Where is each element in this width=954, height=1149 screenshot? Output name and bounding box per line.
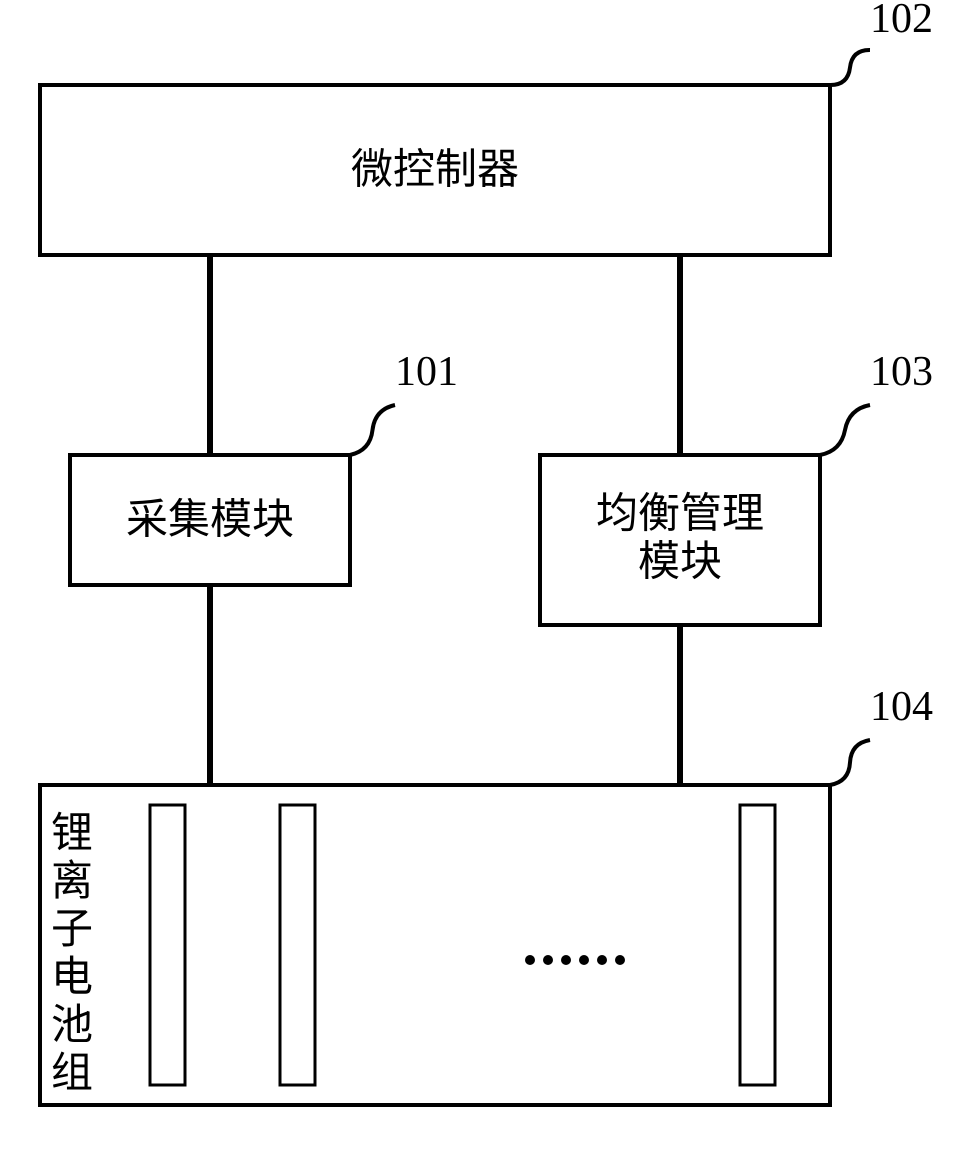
battery-cell <box>280 805 315 1085</box>
callout-101-leader <box>350 405 395 455</box>
ellipsis-dot <box>597 955 607 965</box>
callout-102-number: 102 <box>870 0 933 42</box>
balance-label-line2: 模块 <box>638 540 722 586</box>
ellipsis-dot <box>525 955 535 965</box>
callout-103-number: 103 <box>870 349 933 395</box>
ellipsis-dot <box>615 955 625 965</box>
battery-label-char: 池 <box>51 1003 93 1049</box>
battery-label-char: 组 <box>51 1051 93 1097</box>
battery-cell <box>740 805 775 1085</box>
battery-label-char: 锂 <box>51 811 93 857</box>
microcontroller-label: 微控制器 <box>351 148 519 194</box>
ellipsis-dot <box>561 955 571 965</box>
callout-103-leader <box>820 405 870 455</box>
battery-label-char: 离 <box>51 858 93 905</box>
callout-104-leader <box>830 740 870 785</box>
battery-cell <box>150 805 185 1085</box>
battery-label-char: 电 <box>51 955 93 1001</box>
acquisition-label: 采集模块 <box>126 498 294 544</box>
battery-label-char: 子 <box>51 907 93 953</box>
balance-label-line1: 均衡管理 <box>596 492 764 538</box>
ellipsis-dot <box>543 955 553 965</box>
ellipsis-dot <box>579 955 589 965</box>
callout-104-number: 104 <box>870 684 933 730</box>
callout-101-number: 101 <box>395 349 458 395</box>
callout-102-leader <box>830 50 870 85</box>
